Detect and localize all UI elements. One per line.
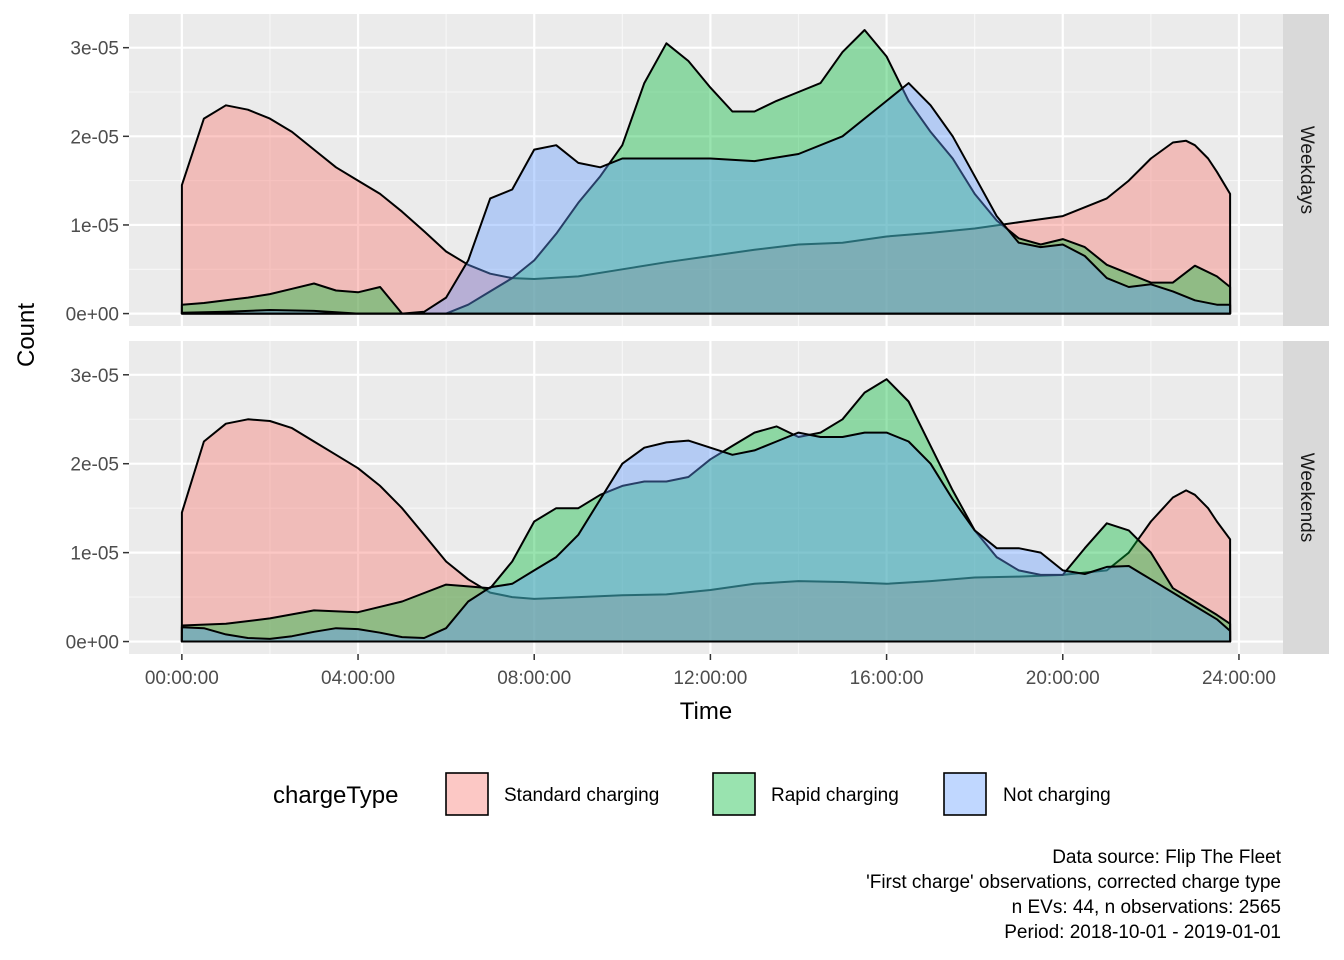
caption: Data source: Flip The Fleet 'First charg… bbox=[866, 847, 1282, 943]
facet-strip bbox=[1283, 14, 1329, 326]
y-tick-label: 0e+00 bbox=[66, 633, 119, 654]
x-tick-label: 08:00:00 bbox=[497, 668, 571, 689]
density-area-not-charging bbox=[180, 82, 1232, 315]
y-axis-title: Count bbox=[13, 303, 40, 367]
x-tick-label: 20:00:00 bbox=[1026, 668, 1100, 689]
panel-weekends: 0e+00 1e-05 2e-05 3e-05 Weekends bbox=[66, 341, 1329, 654]
x-axis-title: Time bbox=[680, 698, 732, 725]
legend-label-rapid-charging: Rapid charging bbox=[771, 785, 899, 806]
density-area-rapid-charging bbox=[180, 378, 1232, 643]
facet-strip-label: Weekends bbox=[1296, 453, 1317, 542]
legend-key-standard-charging bbox=[445, 772, 489, 816]
density-area-rapid-charging bbox=[180, 29, 1232, 315]
y-tick-label: 3e-05 bbox=[70, 39, 119, 60]
x-tick-label: 00:00:00 bbox=[145, 668, 219, 689]
caption-line: n EVs: 44, n observations: 2565 bbox=[1012, 897, 1281, 918]
y-tick-label: 0e+00 bbox=[66, 305, 119, 326]
y-tick-label: 2e-05 bbox=[70, 455, 119, 476]
y-tick-label: 1e-05 bbox=[70, 544, 119, 565]
legend: chargeType Standard charging Rapid charg… bbox=[273, 772, 1111, 816]
facet-strip-label: Weekdays bbox=[1296, 126, 1317, 214]
legend-label-standard-charging: Standard charging bbox=[504, 785, 659, 806]
panel-weekdays: 0e+00 1e-05 2e-05 3e-05 Weekdays bbox=[66, 14, 1329, 326]
density-area-not-charging bbox=[180, 431, 1232, 643]
y-tick-label: 2e-05 bbox=[70, 127, 119, 148]
density-area-standard-charging bbox=[180, 104, 1232, 315]
x-tick-label: 12:00:00 bbox=[673, 668, 747, 689]
legend-label-not-charging: Not charging bbox=[1003, 785, 1111, 806]
x-axis: 00:00:00 04:00:00 08:00:00 12:00:00 16:00:00… bbox=[145, 654, 1276, 689]
caption-line: 'First charge' observations, corrected c… bbox=[866, 872, 1281, 893]
x-tick-label: 04:00:00 bbox=[321, 668, 395, 689]
legend-key-rapid-charging bbox=[712, 772, 756, 816]
facet-strip bbox=[1283, 341, 1329, 654]
x-tick-label: 24:00:00 bbox=[1202, 668, 1276, 689]
legend-key-not-charging bbox=[943, 772, 987, 816]
y-tick-label: 1e-05 bbox=[70, 216, 119, 237]
x-tick-label: 16:00:00 bbox=[850, 668, 924, 689]
panels-layer: 0e+00 1e-05 2e-05 3e-05 Weekdays 0e+00 1e-05 2e… bbox=[66, 14, 1329, 689]
caption-line: Data source: Flip The Fleet bbox=[1052, 847, 1282, 868]
caption-line: Period: 2018-10-01 - 2019-01-01 bbox=[1004, 922, 1281, 943]
panel-background bbox=[129, 14, 1283, 326]
y-tick-label: 3e-05 bbox=[70, 366, 119, 387]
panel-background bbox=[129, 341, 1283, 654]
legend-title: chargeType bbox=[273, 782, 398, 809]
